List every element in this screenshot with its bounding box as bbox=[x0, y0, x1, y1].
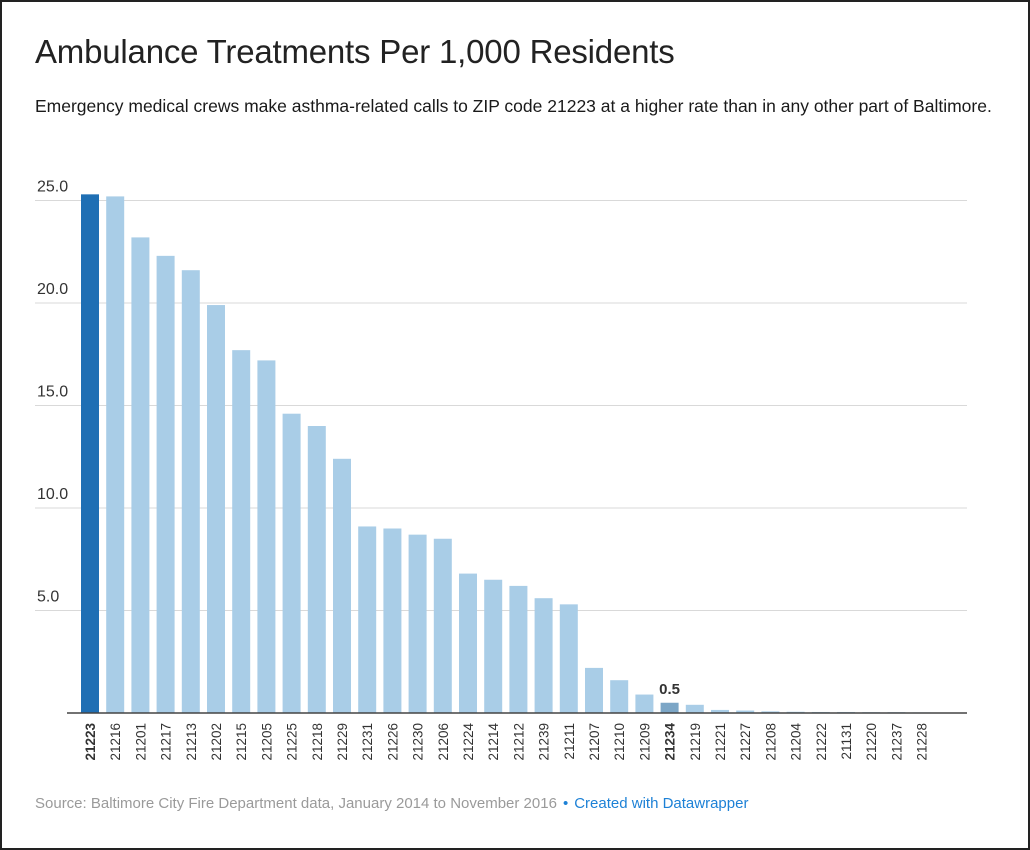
bar bbox=[156, 255, 175, 713]
y-tick-label: 15.0 bbox=[37, 384, 68, 401]
bar bbox=[585, 667, 603, 713]
source-note: Source: Baltimore City Fire Department d… bbox=[35, 795, 557, 812]
bar bbox=[257, 360, 276, 713]
x-tick-label: 21217 bbox=[159, 723, 174, 761]
x-tick-label: 21223 bbox=[83, 723, 98, 761]
bar bbox=[207, 305, 225, 713]
x-tick-label: 21228 bbox=[915, 723, 930, 761]
bar-chart: 25.0 20.0 15.0 10.0 5.0 21223 21216 21201 21217 2… bbox=[35, 179, 967, 761]
bar bbox=[509, 585, 528, 713]
x-tick-label: 21131 bbox=[839, 723, 854, 760]
bar bbox=[131, 237, 150, 713]
x-tick-label: 21218 bbox=[310, 723, 325, 761]
chart-footer: Source: Baltimore City Fire Department d… bbox=[35, 795, 748, 812]
y-tick-label: 5.0 bbox=[37, 589, 59, 606]
x-tick-label: 21216 bbox=[108, 723, 123, 761]
chart-title: Ambulance Treatments Per 1,000 Residents bbox=[35, 33, 675, 70]
x-tick-label: 21214 bbox=[486, 723, 501, 761]
bar-value-label: 0.5 bbox=[659, 681, 680, 698]
bar bbox=[559, 604, 578, 713]
bar bbox=[408, 534, 427, 713]
bar bbox=[282, 413, 301, 713]
x-tick-label: 21208 bbox=[763, 723, 778, 761]
x-tick-label: 21209 bbox=[637, 723, 652, 761]
bar bbox=[181, 270, 200, 713]
bar bbox=[459, 573, 477, 713]
bar bbox=[660, 702, 679, 713]
bar bbox=[358, 526, 377, 713]
bar bbox=[232, 350, 251, 713]
bar bbox=[81, 194, 99, 714]
x-tick-label: 21226 bbox=[385, 723, 400, 761]
bar bbox=[736, 710, 755, 713]
x-tick-label: 21224 bbox=[461, 723, 476, 761]
y-tick-label: 25.0 bbox=[37, 179, 68, 196]
y-tick-label: 10.0 bbox=[37, 486, 68, 503]
x-tick-label: 21204 bbox=[789, 723, 804, 761]
x-tick-label: 21239 bbox=[537, 723, 552, 761]
x-tick-label: 21202 bbox=[209, 723, 224, 761]
datawrapper-credit-link[interactable]: Created with Datawrapper bbox=[574, 795, 749, 812]
bar bbox=[711, 709, 729, 713]
x-tick-label: 21225 bbox=[285, 723, 300, 761]
bar bbox=[534, 598, 553, 713]
x-tick-label: 21215 bbox=[234, 723, 249, 761]
x-tick-label: 21212 bbox=[511, 723, 526, 761]
x-tick-label: 21234 bbox=[663, 723, 678, 761]
x-tick-label: 21210 bbox=[612, 723, 627, 761]
x-tick-label: 21222 bbox=[814, 723, 829, 761]
x-tick-label: 21205 bbox=[259, 723, 274, 761]
footer-separator: • bbox=[562, 795, 569, 812]
bar bbox=[484, 579, 503, 713]
x-tick-label: 21230 bbox=[411, 723, 426, 761]
bar bbox=[635, 694, 654, 713]
x-tick-label: 21219 bbox=[688, 723, 703, 761]
x-tick-label: 21207 bbox=[587, 723, 602, 761]
x-tick-label: 21229 bbox=[335, 723, 350, 761]
bar bbox=[610, 680, 629, 713]
bar bbox=[333, 458, 351, 713]
bar bbox=[106, 196, 125, 713]
x-tick-label: 21213 bbox=[184, 723, 199, 761]
chart-subtitle: Emergency medical crews make asthma-rela… bbox=[35, 96, 992, 116]
x-tick-label: 21221 bbox=[713, 723, 728, 761]
x-tick-label: 21220 bbox=[864, 723, 879, 761]
x-tick-label: 21237 bbox=[889, 723, 904, 761]
x-tick-label: 21211 bbox=[562, 723, 577, 760]
bar bbox=[383, 528, 402, 713]
bar bbox=[433, 538, 452, 713]
y-tick-label: 20.0 bbox=[37, 281, 68, 298]
bar bbox=[307, 426, 326, 713]
x-tick-label: 21231 bbox=[360, 723, 375, 761]
bar bbox=[761, 711, 780, 713]
x-tick-label: 21227 bbox=[738, 723, 753, 761]
x-tick-label: 21201 bbox=[133, 723, 148, 761]
bar bbox=[685, 704, 704, 713]
x-tick-label: 21206 bbox=[436, 723, 451, 761]
